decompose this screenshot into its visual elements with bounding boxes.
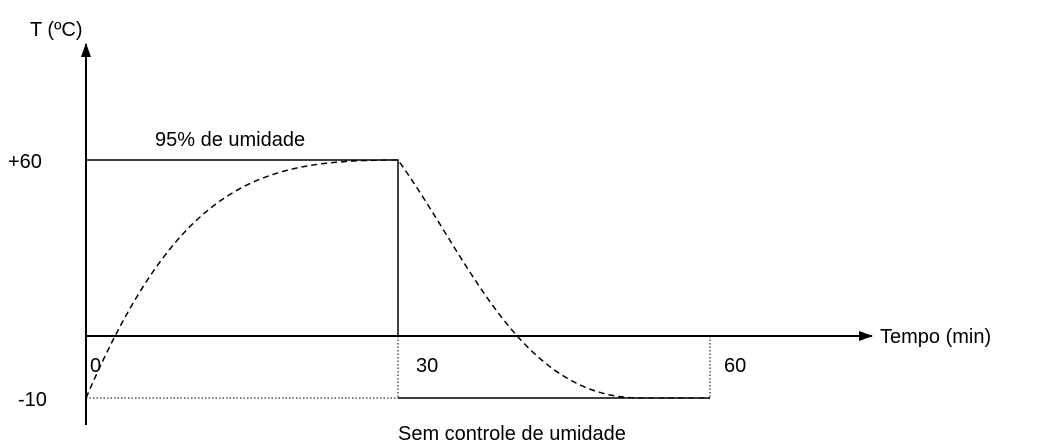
y-tick-label: +60 — [8, 151, 42, 173]
x-tick-label: 60 — [724, 355, 746, 377]
y-axis-label: T (ºC) — [30, 19, 82, 41]
temperature-curve — [85, 159, 710, 399]
humid-profile — [86, 159, 399, 336]
x-tick-label: 0 — [90, 355, 101, 377]
annotation: 95% de umidade — [155, 129, 305, 151]
x-tick-label: 30 — [416, 355, 438, 377]
y-tick-label: -10 — [18, 389, 47, 411]
annotation: Sem controle de umidade — [398, 423, 626, 445]
x-axis-label: Tempo (min) — [880, 326, 991, 348]
